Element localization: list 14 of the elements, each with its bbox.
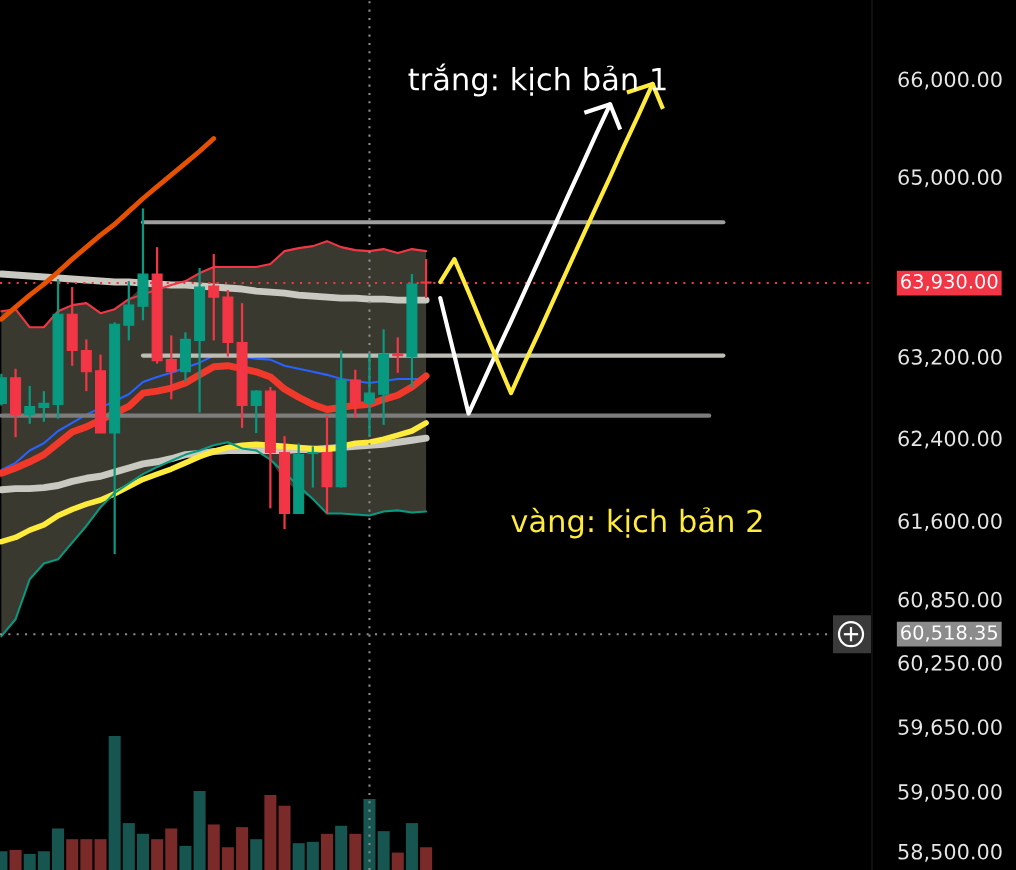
series-label: trắng: kịch bản 1 <box>408 63 666 97</box>
y-tick-label: 58,500.00 <box>898 843 1002 862</box>
ref-line-label: 60,518.35 <box>901 625 998 642</box>
y-tick-label: 63,200.00 <box>898 349 1002 367</box>
y-tick-label: 60,850.00 <box>898 591 1002 610</box>
y-tick-label: 59,650.00 <box>898 719 1002 738</box>
y-tick-label: 62,400.00 <box>898 430 1002 449</box>
y-tick-label: 61,600.00 <box>898 513 1002 532</box>
ref-line-label: 63,930.00 <box>901 274 998 291</box>
y-tick-label: 60,250.00 <box>898 655 1002 673</box>
y-tick-label: 65,000.00 <box>898 169 1002 188</box>
text: vàng: kịch bản 2 <box>511 507 762 539</box>
y-tick-label: 66,000.00 <box>898 71 1002 90</box>
y-tick-label: 59,050.00 <box>898 783 1002 802</box>
